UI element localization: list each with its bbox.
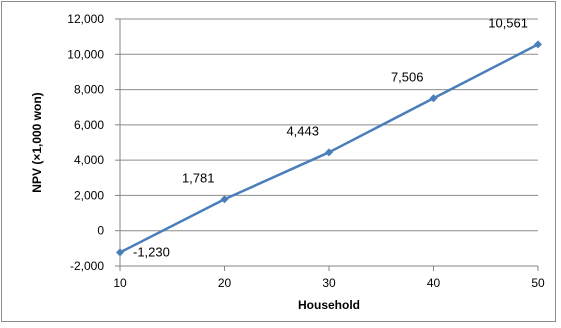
y-axis-title: NPV (×1,000 won)	[30, 92, 44, 192]
y-tick-label: -2,000	[70, 259, 104, 273]
x-axis-title: Household	[298, 298, 360, 312]
data-point	[220, 195, 229, 204]
line-chart: -2,00002,0004,0006,0008,00010,00012,000 …	[30, 12, 545, 312]
y-tick-label: 4,000	[74, 153, 104, 167]
data-label: 7,506	[391, 69, 424, 84]
data-point	[534, 40, 542, 49]
chart-area: -2,000 0 2,000 4,000 6,000 8,000 10,000 12,000 …	[1, 1, 556, 322]
y-tick-label: 8,000	[74, 83, 104, 97]
data-label: 1,781	[182, 170, 215, 185]
x-tick-label: 10	[113, 276, 127, 290]
data-labels: -1,230 1,781 4,443 7,506 10,561	[133, 15, 528, 259]
data-point	[429, 94, 438, 103]
data-label: -1,230	[133, 244, 170, 259]
x-tick-labels: 10 20 30 40 50	[113, 276, 545, 290]
data-point	[325, 148, 333, 157]
gridlines	[115, 18, 539, 271]
series	[116, 40, 542, 257]
y-tick-labels: -2,000 0 2,000 4,000 6,000 8,000 10,000 12,000	[67, 12, 104, 273]
x-tick-label: 40	[427, 276, 441, 290]
x-tick-label: 20	[218, 276, 232, 290]
y-tick-label: 2,000	[74, 188, 104, 202]
y-tick-label: 12,000	[67, 12, 104, 26]
x-tick-label: 50	[531, 276, 545, 290]
x-tick-label: 30	[322, 276, 336, 290]
y-tick-label: 0	[97, 224, 104, 238]
data-label: 4,443	[286, 123, 319, 138]
data-point	[116, 248, 124, 257]
y-tick-label: 10,000	[67, 47, 104, 61]
y-tick-label: 6,000	[74, 118, 104, 132]
data-label: 10,561	[488, 15, 528, 30]
